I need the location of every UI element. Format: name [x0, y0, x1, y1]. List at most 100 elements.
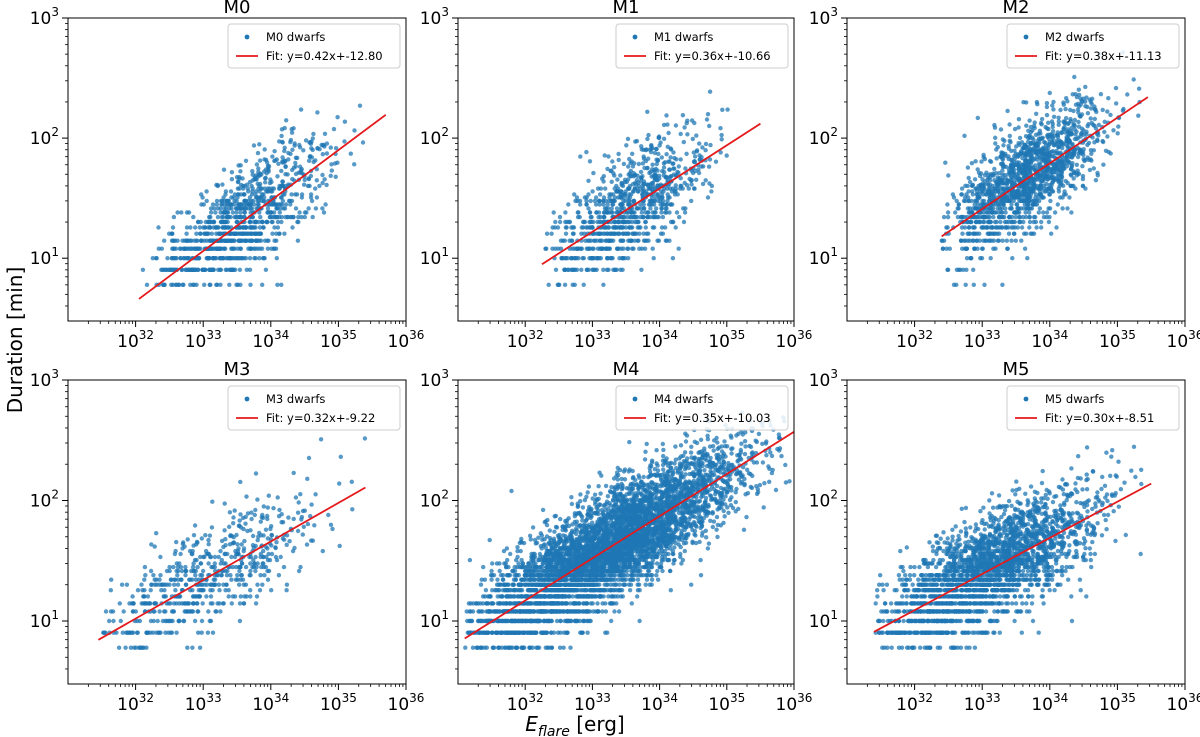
- data-point: [996, 238, 1001, 243]
- data-point: [1012, 156, 1017, 161]
- data-point: [314, 178, 319, 183]
- data-point: [214, 202, 219, 207]
- data-point: [608, 168, 613, 174]
- data-point: [1001, 143, 1006, 148]
- data-point: [195, 564, 200, 570]
- fit-line: [941, 96, 1149, 238]
- y-tick-label: 102: [30, 125, 59, 149]
- data-point: [209, 231, 214, 236]
- data-point: [967, 225, 972, 230]
- data-point: [553, 219, 558, 225]
- data-point: [253, 568, 258, 574]
- data-point: [980, 246, 985, 251]
- data-point: [1089, 106, 1094, 111]
- data-point: [954, 282, 959, 287]
- data-point: [163, 630, 168, 635]
- data-point: [634, 138, 640, 144]
- data-point: [682, 210, 688, 215]
- data-point: [310, 214, 315, 220]
- data-point: [1073, 132, 1078, 137]
- data-point: [631, 189, 636, 194]
- panel-title: M1: [613, 0, 640, 18]
- data-point: [659, 206, 664, 211]
- data-point: [208, 594, 214, 599]
- data-point: [573, 198, 578, 204]
- data-point: [333, 174, 338, 179]
- data-point: [1011, 198, 1016, 204]
- data-point: [966, 198, 971, 204]
- data-point: [276, 573, 282, 578]
- data-point: [177, 246, 183, 251]
- x-tick-label: 1035: [708, 328, 745, 352]
- data-point: [1040, 178, 1045, 184]
- data-point: [128, 645, 134, 650]
- data-point: [269, 179, 274, 185]
- data-point: [279, 520, 284, 525]
- data-point: [1060, 206, 1065, 211]
- data-point: [972, 177, 978, 182]
- data-point: [280, 536, 286, 541]
- data-point: [234, 198, 239, 204]
- data-point: [668, 219, 674, 225]
- data-point: [962, 133, 967, 138]
- data-point: [145, 594, 151, 599]
- data-point: [690, 527, 695, 533]
- data-point: [305, 521, 311, 527]
- data-point: [1007, 122, 1012, 127]
- data-point: [238, 246, 243, 251]
- data-point: [998, 154, 1003, 159]
- data-point: [189, 246, 194, 251]
- data-point: [139, 582, 144, 587]
- data-point: [290, 548, 296, 554]
- legend-marker: [244, 34, 250, 40]
- data-point: [601, 179, 606, 184]
- data-point: [295, 528, 301, 534]
- data-point: [591, 219, 596, 225]
- data-point: [562, 267, 568, 272]
- data-point: [690, 170, 696, 176]
- data-point: [223, 267, 228, 272]
- data-point: [678, 183, 683, 189]
- data-point: [235, 202, 241, 207]
- data-point: [288, 202, 293, 207]
- data-point: [576, 256, 581, 261]
- data-point: [247, 554, 252, 560]
- data-point: [660, 441, 665, 447]
- data-point: [636, 180, 641, 185]
- data-point: [261, 198, 267, 204]
- data-point: [956, 206, 961, 211]
- data-point: [1006, 167, 1012, 172]
- data-point: [605, 256, 610, 261]
- data-point: [614, 225, 619, 230]
- legend-label: Fit: y=0.38x+-11.13: [1045, 49, 1162, 63]
- data-point: [1056, 145, 1061, 150]
- data-point: [205, 551, 211, 557]
- data-point: [265, 206, 271, 211]
- data-point: [256, 186, 261, 191]
- data-point: [253, 601, 259, 606]
- data-point: [654, 161, 659, 167]
- data-point: [240, 577, 246, 582]
- data-point: [947, 246, 952, 251]
- data-point: [652, 198, 657, 204]
- data-point: [1056, 115, 1061, 120]
- data-point: [980, 183, 985, 189]
- data-point: [227, 282, 232, 287]
- data-point: [1031, 147, 1036, 152]
- data-point: [135, 588, 141, 593]
- data-point: [242, 594, 247, 599]
- data-point: [282, 231, 287, 236]
- data-point: [584, 149, 589, 155]
- data-point: [320, 152, 325, 157]
- legend-label: M0 dwarfs: [266, 30, 325, 44]
- data-point: [207, 214, 212, 220]
- data-point: [222, 225, 228, 230]
- data-point: [1065, 206, 1070, 211]
- data-point: [206, 537, 211, 543]
- data-point: [258, 519, 263, 524]
- legend-marker: [1023, 34, 1029, 40]
- data-point: [1115, 131, 1120, 136]
- data-point: [969, 189, 975, 194]
- data-point: [991, 214, 996, 220]
